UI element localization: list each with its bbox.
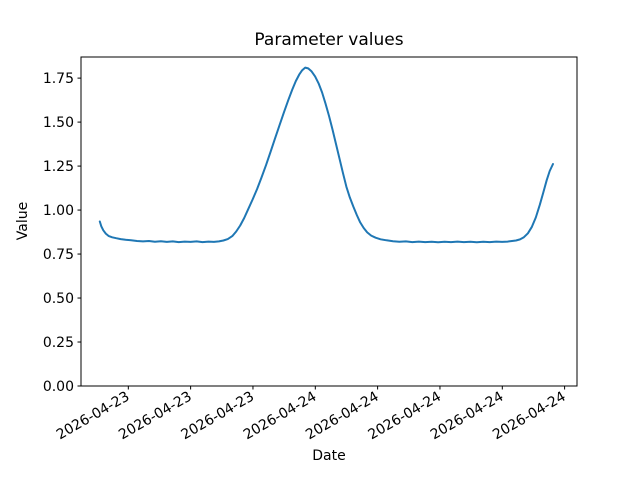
y-tick-label: 1.50 — [43, 115, 74, 131]
y-tick-label: 0.50 — [43, 291, 74, 307]
y-tick-label: 0.25 — [43, 335, 74, 351]
plot-border — [80, 56, 578, 387]
y-tick-label: 0.75 — [43, 247, 74, 263]
y-tick-label: 1.25 — [43, 159, 74, 175]
y-tick-label: 0.00 — [43, 379, 74, 395]
x-axis-label: Date — [312, 448, 346, 464]
y-tick-label: 1.75 — [43, 71, 74, 87]
y-tick-label: 1.00 — [43, 203, 74, 219]
data-line — [98, 66, 554, 244]
chart-title: Parameter values — [254, 30, 404, 50]
